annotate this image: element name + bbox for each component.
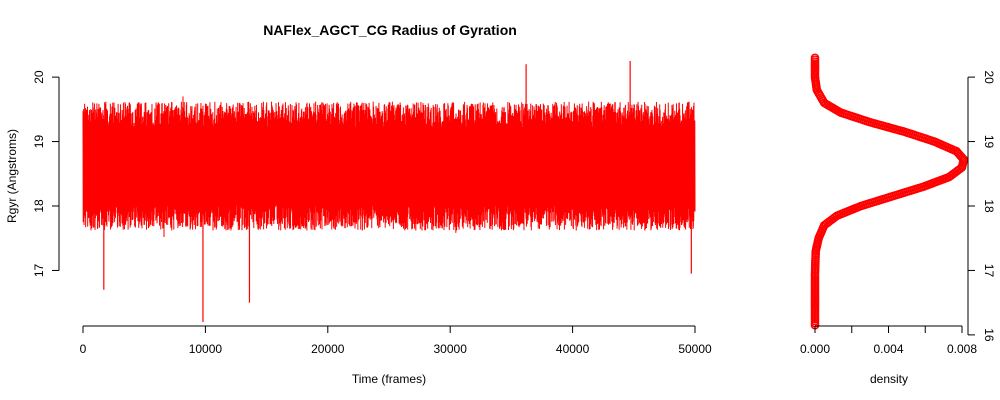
- timeseries-panel: 0 10000 20000 30000 40000 50000 17 18 19 20 Time…: [5, 61, 712, 386]
- timeseries-y-axis: 17 18 19 20: [32, 70, 60, 277]
- timeseries-y-tick-label: 17: [32, 263, 46, 277]
- timeseries-y-tick-label: 18: [32, 199, 46, 213]
- density-y-tick-label: 18: [982, 199, 996, 213]
- timeseries-x-tick-label: 30000: [434, 342, 468, 356]
- timeseries-x-tick-label: 50000: [678, 342, 712, 356]
- density-x-tick-label: 0.008: [947, 342, 977, 356]
- rgyr-timeseries-trace: [82, 61, 696, 322]
- density-y-tick-label: 16: [982, 328, 996, 342]
- chart-title: NAFlex_AGCT_CG Radius of Gyration: [263, 22, 517, 38]
- timeseries-x-axis: 0 10000 20000 30000 40000 50000: [80, 325, 712, 356]
- timeseries-y-tick-label: 19: [32, 135, 46, 149]
- density-point: [810, 53, 820, 63]
- density-panel: 0.000 0.004 0.008 16 17 18 19 20 density: [800, 53, 996, 386]
- timeseries-y-axis-label: Rgyr (Angstroms): [5, 129, 19, 223]
- timeseries-x-tick-label: 0: [80, 342, 87, 356]
- density-x-axis: 0.000 0.004 0.008: [800, 325, 977, 356]
- density-y-tick-label: 20: [982, 70, 996, 84]
- timeseries-x-tick-label: 40000: [556, 342, 590, 356]
- timeseries-x-tick-label: 20000: [311, 342, 345, 356]
- timeseries-y-tick-label: 20: [32, 70, 46, 84]
- density-points: [810, 53, 969, 330]
- rgyr-trace-line: [82, 96, 696, 237]
- density-y-tick-label: 17: [982, 264, 996, 278]
- timeseries-x-axis-label: Time (frames): [352, 372, 426, 386]
- density-x-tick-label: 0.000: [800, 342, 830, 356]
- density-y-tick-label: 19: [982, 135, 996, 149]
- density-x-axis-label: density: [870, 372, 908, 386]
- density-x-tick-label: 0.004: [873, 342, 903, 356]
- density-y-axis: 16 17 18 19 20: [967, 70, 996, 342]
- timeseries-x-tick-label: 10000: [189, 342, 223, 356]
